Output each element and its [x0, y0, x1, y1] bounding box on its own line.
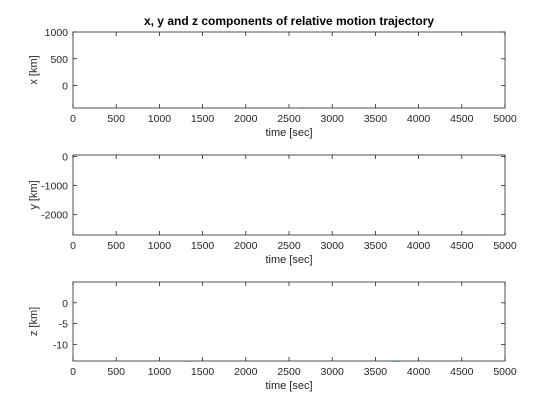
y-tick-label: -2000	[41, 210, 68, 222]
x-tick-label: 5000	[493, 113, 517, 125]
x-tick-label: 5000	[493, 366, 517, 378]
x-tick-label: 4500	[450, 366, 474, 378]
axes-box	[73, 32, 505, 108]
x-axis-label: time [sec]	[265, 380, 312, 392]
y-tick-label: -10	[53, 339, 68, 351]
x-tick-label: 1000	[148, 366, 172, 378]
y-tick-label: 500	[50, 54, 68, 66]
x-tick-label: 2000	[234, 366, 258, 378]
x-tick-label: 2500	[277, 240, 301, 252]
x-tick-label: 1000	[148, 113, 172, 125]
x-axis-label: time [sec]	[265, 127, 312, 139]
x-tick-label: 4000	[407, 113, 431, 125]
x-tick-label: 4000	[407, 240, 431, 252]
subplot-3: 0 500 1000 1500 2000 2500 3000 3500 4000 4500 5000…	[28, 282, 517, 392]
x-tick-label: 3000	[321, 113, 345, 125]
y-axis-label: y [km]	[28, 180, 40, 209]
axes-box	[73, 282, 505, 361]
x-tick-label: 1500	[191, 113, 215, 125]
y-tick-label: -1000	[41, 181, 68, 193]
x-tick-label: 4000	[407, 366, 431, 378]
y-tick-label: 0	[62, 151, 68, 163]
x-tick-label: 2500	[277, 113, 301, 125]
x-tick-label: 3000	[321, 366, 345, 378]
x-tick-label: 500	[107, 366, 125, 378]
x-tick-label: 2000	[234, 113, 258, 125]
x-axis-label: time [sec]	[265, 254, 312, 266]
x-tick-label: 5000	[493, 240, 517, 252]
x-tick-label: 500	[107, 113, 125, 125]
x-tick-label: 2000	[234, 240, 258, 252]
x-tick-label: 0	[70, 113, 76, 125]
x-tick-label: 3500	[364, 366, 388, 378]
subplot-1: 0 500 1000 1500 2000 2500 3000 3500 4000 4500 5000…	[28, 14, 517, 139]
y-tick-label: 0	[62, 81, 68, 93]
x-tick-label: 4500	[450, 240, 474, 252]
y-tick-label: 1000	[45, 27, 69, 39]
subplot-2: 0 500 1000 1500 2000 2500 3000 3500 4000 4500 5000…	[28, 151, 517, 266]
x-tick-label: 500	[107, 240, 125, 252]
x-tick-label: 3500	[364, 113, 388, 125]
x-tick-label: 1000	[148, 240, 172, 252]
x-tick-label: 0	[70, 366, 76, 378]
y-axis-label: z [km]	[28, 307, 40, 336]
x-tick-label: 0	[70, 240, 76, 252]
x-tick-label: 4500	[450, 113, 474, 125]
x-tick-label: 3500	[364, 240, 388, 252]
x-tick-label: 3000	[321, 240, 345, 252]
x-tick-label: 1500	[191, 366, 215, 378]
x-tick-label: 2500	[277, 366, 301, 378]
y-axis-label: x [km]	[28, 55, 40, 84]
y-tick-label: -5	[59, 319, 68, 331]
chart-title: x, y and z components of relative motion…	[144, 14, 434, 28]
x-tick-label: 1500	[191, 240, 215, 252]
axes-box	[73, 155, 505, 235]
y-tick-label: 0	[62, 298, 68, 310]
